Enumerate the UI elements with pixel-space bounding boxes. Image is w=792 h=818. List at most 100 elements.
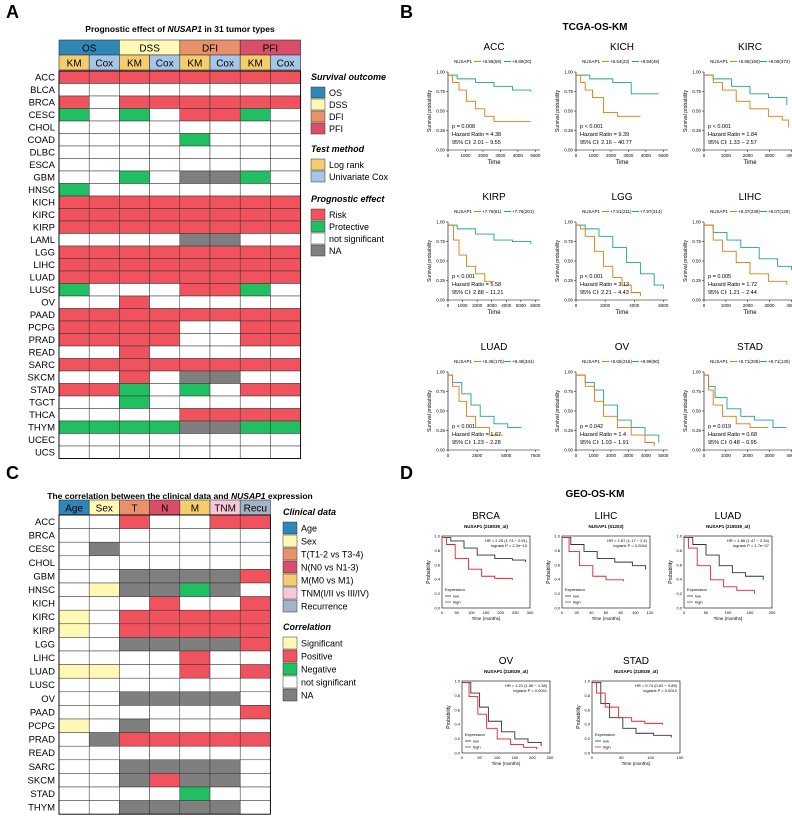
- cell-esca-0: [58, 158, 90, 172]
- cell-luad-2: [119, 270, 150, 284]
- tcga-xtick-label-kirp-4: 4000: [501, 303, 512, 308]
- cell-hnsc-0: [58, 183, 90, 197]
- geo-p-lihc: logrank P = 0.0044: [613, 543, 647, 548]
- tcga-legend-high-kirc: +8.09(372): [768, 59, 790, 64]
- tcga-xtick-label-stad-1: 1000: [721, 453, 732, 458]
- geo-ytick-label-luad-4: 0.8: [676, 548, 682, 553]
- cell-luad-7: [270, 270, 301, 284]
- cell-skcm-2: [119, 370, 150, 384]
- tcga-legend-gene-lgg: NUSAP1: [582, 209, 601, 214]
- geo-curve-high-luad: [684, 536, 755, 594]
- cell-blca-2: [119, 83, 150, 97]
- geo-ytick-label-ov-0: 0.0: [454, 751, 460, 756]
- outcome-label-dfi: DFI: [202, 44, 218, 55]
- c-cell-sarc-5: [209, 759, 241, 774]
- c-legend-swatch-5: [282, 586, 298, 600]
- tcga-plot-title-acc: ACC: [483, 42, 504, 53]
- tcga-ytick-label-lihc-0: 0.00: [692, 298, 701, 303]
- cell-tgct-6: [239, 395, 271, 409]
- cell-read-1: [88, 345, 120, 359]
- cell-prad-4: [179, 333, 211, 347]
- c-cell-paad-5: [209, 705, 241, 720]
- c-cell-sarc-4: [179, 759, 211, 774]
- row-label-coad: COAD: [28, 135, 56, 146]
- tcga-legend-high-kich: +8.94(45): [640, 59, 660, 64]
- tcga-xtick-label-kirp-6: 6000: [530, 303, 541, 308]
- tcga-plot-title-stad: STAD: [737, 342, 763, 353]
- c-cell-pcpg-1: [88, 718, 120, 733]
- cell-kich-5: [209, 195, 241, 209]
- c-row-label-kirp: KIRP: [33, 626, 55, 637]
- cell-kirp-5: [209, 220, 241, 234]
- tcga-legend-low-luad: +9.45(170): [482, 359, 504, 364]
- c-cell-read-0: [58, 745, 90, 761]
- c-cell-prad-4: [179, 732, 211, 747]
- cell-chol-2: [119, 120, 150, 134]
- cell-laml-6: [239, 233, 271, 247]
- geo-xtick-label-lihc-0: 0: [561, 610, 564, 615]
- tcga-stat-lgg-1: Hazard Ratio = 3.13: [580, 282, 629, 288]
- c-cell-lusc-0: [58, 677, 90, 693]
- c-cell-brca-2: [119, 528, 150, 543]
- cell-laml-3: [149, 233, 181, 247]
- cell-lusc-5: [209, 283, 241, 297]
- tcga-xtick-label-stad-3: 3000: [765, 453, 776, 458]
- cell-laml-5: [209, 233, 241, 247]
- tcga-ytick-label-kirc-1: 0.25: [692, 128, 701, 133]
- tcga-plot-title-lihc: LIHC: [739, 192, 762, 203]
- c-cell-lusc-4: [179, 677, 211, 693]
- c-cell-brca-4: [179, 528, 211, 543]
- c-cell-ov-4: [179, 691, 211, 706]
- cell-chol-3: [149, 120, 181, 134]
- tcga-ytick-label-ov-1: 0.25: [564, 428, 573, 433]
- c-cell-gbm-3: [149, 569, 181, 584]
- cell-thca-3: [149, 408, 181, 422]
- c-cell-kirp-2: [119, 623, 150, 638]
- c-cell-kich-5: [209, 596, 241, 611]
- tcga-xtick-label-kirc-3: 3000: [765, 153, 776, 158]
- tcga-curve-low-kirc: [704, 74, 790, 128]
- c-cell-chol-2: [119, 555, 150, 570]
- c-cell-acc-4: [179, 514, 211, 529]
- cell-coad-1: [88, 133, 120, 147]
- c-cell-lgg-4: [179, 637, 211, 652]
- legend-method-label-0: Log rank: [329, 160, 365, 170]
- cell-ucs-6: [239, 445, 271, 459]
- c-row-label-sarc: SARC: [29, 762, 56, 773]
- geo-curve-low-brca: [442, 536, 527, 563]
- row-label-lgg: LGG: [35, 248, 55, 259]
- c-cell-lihc-5: [209, 650, 241, 665]
- cell-stad-7: [270, 383, 301, 397]
- c-cell-luad-2: [119, 664, 150, 679]
- cell-thca-5: [209, 408, 241, 422]
- cell-kirp-6: [239, 220, 271, 234]
- cell-lihc-4: [179, 258, 211, 272]
- panel-b-title: TCGA-OS-KM: [562, 22, 628, 33]
- c-cell-thym-3: [149, 800, 181, 815]
- c-cell-luad-6: [239, 664, 271, 679]
- row-label-stad: STAD: [30, 385, 55, 396]
- geo-legend-low-luad: low: [695, 594, 701, 599]
- tcga-ytick-label-kirc-2: 0.50: [692, 109, 701, 114]
- tcga-x-label-kirc: Time: [743, 160, 757, 166]
- cell-read-0: [58, 345, 90, 359]
- c-cell-acc-5: [209, 514, 241, 529]
- c-row-label-pcpg: PCPG: [28, 721, 55, 732]
- tcga-stat-kirp-1: Hazard Ratio = 5.58: [452, 282, 501, 288]
- tcga-legend-high-lihc: +9.07(129): [768, 209, 790, 214]
- c-cell-luad-0: [58, 664, 90, 679]
- cell-kich-4: [179, 195, 211, 209]
- cell-kich-0: [58, 195, 90, 209]
- cell-kirc-7: [270, 208, 301, 222]
- geo-plot-title-stad: STAD: [623, 656, 649, 667]
- cell-cesc-0: [58, 108, 90, 122]
- cell-stad-3: [149, 383, 181, 397]
- legend-method-swatch-0: [310, 158, 326, 171]
- geo-frame-luad: [683, 535, 773, 609]
- legend-effect-label-0: Risk: [329, 210, 347, 220]
- cell-kich-7: [270, 195, 301, 209]
- cell-hnsc-6: [239, 183, 271, 197]
- geo-xtick-label-ov-4: 200: [529, 755, 536, 760]
- tcga-xtick-label-lihc-1: 1000: [721, 303, 732, 308]
- tcga-xtick-label-ov-2: 2000: [606, 453, 617, 458]
